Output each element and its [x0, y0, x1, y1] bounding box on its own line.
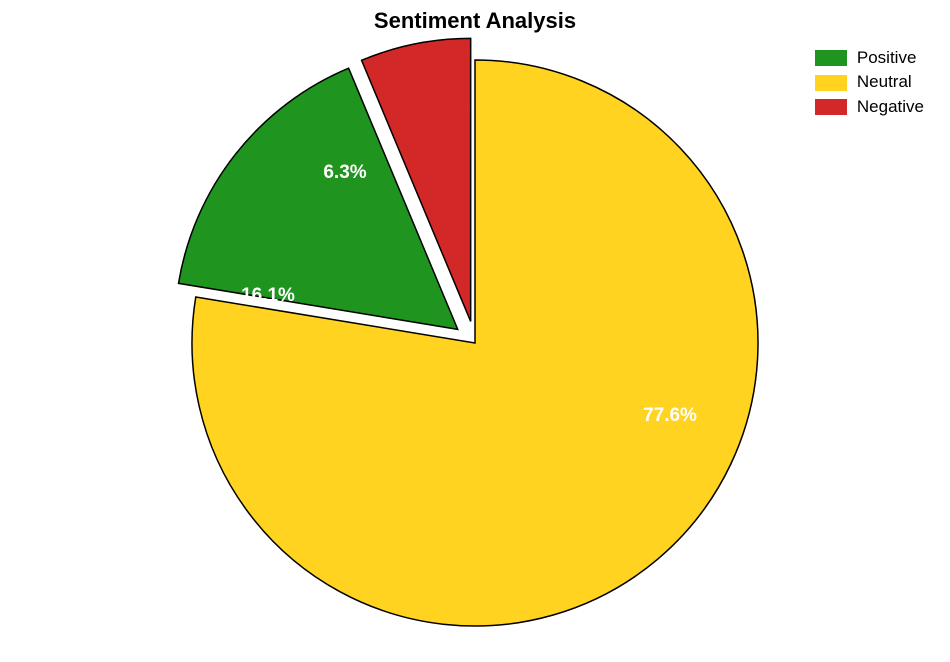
legend: Positive Neutral Negative	[815, 48, 924, 121]
legend-item-neutral: Neutral	[815, 72, 924, 92]
legend-item-positive: Positive	[815, 48, 924, 68]
legend-label-neutral: Neutral	[857, 72, 912, 92]
legend-swatch-neutral	[815, 75, 847, 91]
sentiment-pie-chart: Sentiment Analysis 77.6%16.1%6.3% Positi…	[0, 0, 950, 662]
legend-label-negative: Negative	[857, 97, 924, 117]
legend-label-positive: Positive	[857, 48, 917, 68]
legend-item-negative: Negative	[815, 97, 924, 117]
legend-swatch-negative	[815, 99, 847, 115]
legend-swatch-positive	[815, 50, 847, 66]
pie-svg	[0, 0, 950, 662]
